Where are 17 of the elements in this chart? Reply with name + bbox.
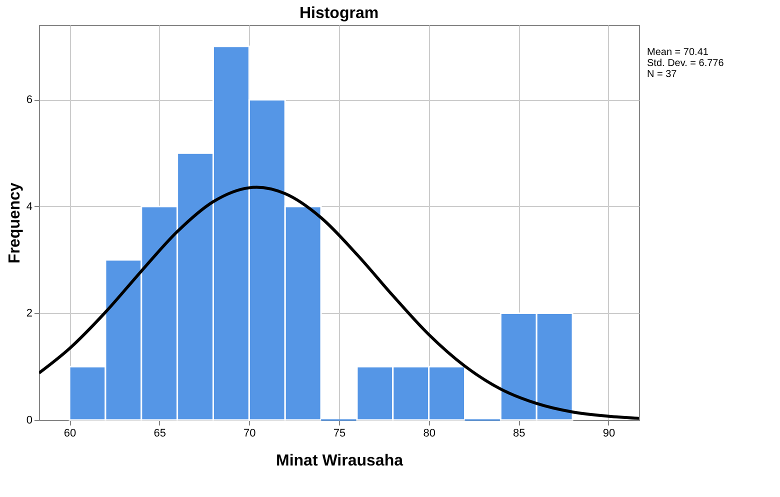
x-tick-label: 70 [244,428,256,440]
text: N = 37 [647,69,678,80]
text: Mean = 70.41 [647,47,709,58]
x-tick-label: 65 [154,428,166,440]
text: Std. Dev. = 6.776 [647,58,724,69]
x-tick-label: 90 [602,428,616,440]
y-tick-label: 0 [26,414,32,426]
x-axis-title: Minat Wirausaha [276,452,404,470]
y-axis-title: Frequency [6,182,24,264]
chart-title: Histogram [299,5,379,22]
y-tick-label: 6 [26,94,32,106]
y-tick-label: 4 [26,200,32,213]
x-tick-label: 85 [513,428,526,440]
y-tick-label: 2 [26,308,32,320]
x-tick-label: 80 [423,428,436,440]
x-tick-label: 75 [333,428,346,440]
x-tick-label: 60 [64,428,76,440]
